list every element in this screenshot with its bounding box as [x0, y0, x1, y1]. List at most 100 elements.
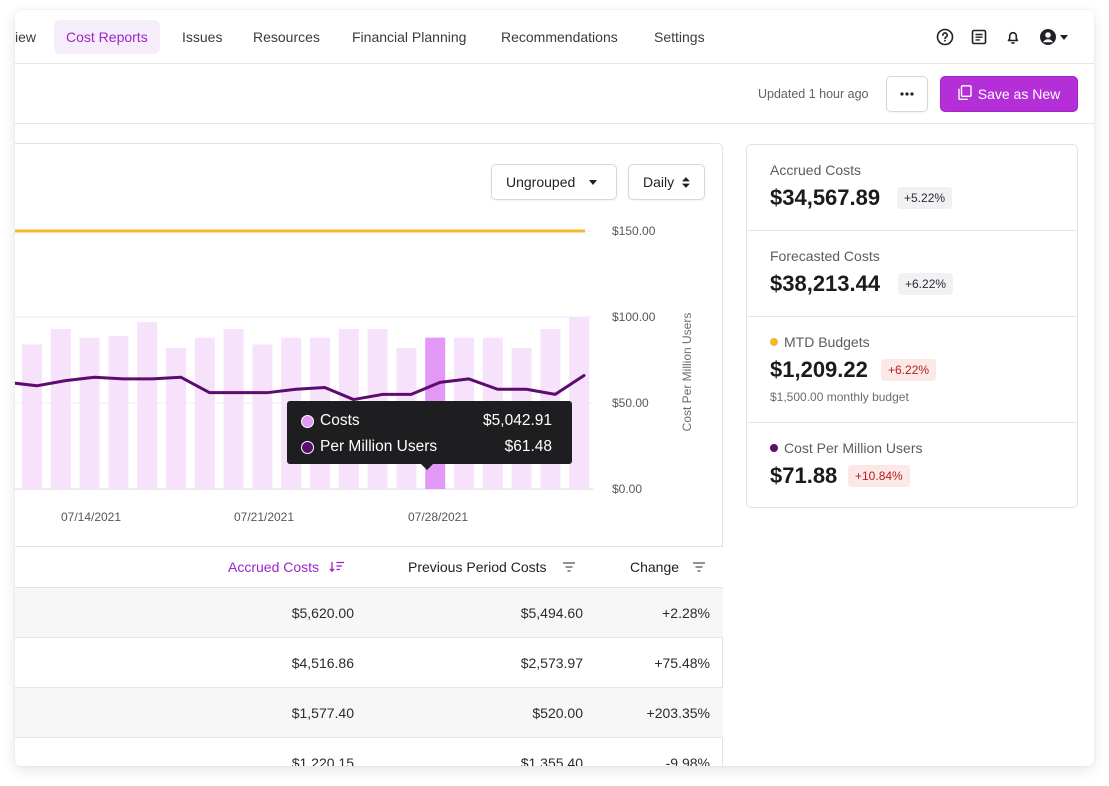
cost-bar: [137, 322, 158, 489]
chart-tooltip: Costs $5,042.91 Per Million Users $61.48: [287, 401, 572, 470]
caret-down-icon: [589, 179, 598, 185]
stat-label: MTD Budgets: [770, 334, 870, 350]
tooltip-row-per-million: Per Million Users $61.48: [301, 436, 552, 458]
tab-overview[interactable]: iew: [15, 29, 37, 45]
stat-cost-per-million-users: Cost Per Million Users $71.88 +10.84%: [747, 423, 1077, 507]
stat-value: $1,209.22: [770, 357, 868, 382]
more-options-button[interactable]: [886, 76, 928, 112]
y-axis-title: Cost Per Million Users: [680, 313, 694, 432]
app-window: iew Cost Reports Issues Resources Financ…: [15, 10, 1094, 766]
tab-resources[interactable]: Resources: [253, 29, 320, 45]
per-million-dot-icon: [770, 444, 778, 452]
cost-bar: [223, 329, 244, 489]
stat-forecasted-costs: Forecasted Costs $38,213.44 +6.22%: [747, 231, 1077, 317]
costs-swatch-icon: [301, 414, 314, 428]
save-as-new-button[interactable]: Save as New: [940, 76, 1078, 112]
table-row[interactable]: $1,220.15 $1,355.40 -9.98%: [15, 738, 723, 766]
tooltip-row-costs: Costs $5,042.91: [301, 410, 552, 432]
cell-change: -9.98%: [665, 755, 710, 766]
help-icon[interactable]: [934, 26, 956, 48]
user-menu[interactable]: [1036, 26, 1070, 48]
cost-bar: [252, 344, 273, 489]
stat-change-badge: +5.22%: [897, 187, 953, 209]
y-tick-label: $0.00: [612, 482, 642, 496]
tab-financial-planning[interactable]: Financial Planning: [352, 29, 467, 45]
grouping-select[interactable]: Ungrouped: [491, 164, 617, 200]
period-select[interactable]: Daily: [628, 164, 705, 200]
stat-change-badge: +6.22%: [881, 359, 937, 381]
cost-chart[interactable]: $150.00 $100.00 $50.00 $0.00 Cost Per Millio…: [15, 144, 722, 544]
header-label: Previous Period Costs: [408, 559, 547, 575]
header-previous-period-costs[interactable]: Previous Period Costs: [408, 559, 577, 575]
tab-cost-reports[interactable]: Cost Reports: [54, 20, 160, 54]
save-as-new-label: Save as New: [977, 86, 1061, 102]
cost-bar: [108, 335, 129, 489]
cost-bar: [50, 329, 71, 489]
cell-change: +75.48%: [654, 655, 710, 671]
cell-previous: $520.00: [532, 705, 583, 721]
x-tick-label: 07/14/2021: [61, 510, 121, 524]
header-change[interactable]: Change: [630, 559, 707, 575]
user-icon: [1039, 28, 1057, 46]
table-row[interactable]: $4,516.86 $2,573.97 +75.48%: [15, 638, 723, 688]
stat-accrued-costs: Accrued Costs $34,567.89 +5.22%: [747, 145, 1077, 231]
cell-change: +203.35%: [646, 705, 710, 721]
header-label: Change: [630, 559, 680, 575]
stat-change-badge: +10.84%: [848, 465, 910, 487]
cell-previous: $1,355.40: [520, 755, 583, 766]
x-tick-label: 07/21/2021: [234, 510, 294, 524]
filter-icon: [562, 562, 575, 572]
cost-bar: [166, 347, 186, 489]
stat-label: Cost Per Million Users: [770, 440, 922, 456]
stats-panel: Accrued Costs $34,567.89 +5.22% Forecast…: [746, 144, 1078, 508]
stat-value: $71.88: [770, 463, 838, 488]
table-header: Accrued Costs Previous Period Costs Chan…: [15, 546, 723, 588]
cost-bar: [569, 317, 590, 489]
period-select-label: Daily: [643, 174, 675, 190]
cell-accrued: $1,220.15: [291, 755, 354, 766]
stat-label: Forecasted Costs: [770, 248, 880, 264]
stat-mtd-budgets: MTD Budgets $1,209.22 +6.22% $1,500.00 m…: [747, 317, 1077, 423]
y-tick-label: $50.00: [612, 396, 649, 410]
cell-previous: $2,573.97: [520, 655, 583, 671]
docs-icon[interactable]: [968, 26, 990, 48]
filter-icon: [693, 562, 706, 572]
header-accrued-costs[interactable]: Accrued Costs: [228, 559, 345, 575]
stat-label: Accrued Costs: [770, 162, 862, 178]
table-row[interactable]: $5,620.00 $5,494.60 +2.28%: [15, 588, 723, 638]
tooltip-value: $5,042.91: [483, 412, 552, 429]
tooltip-label: Costs: [320, 412, 360, 429]
stat-change-badge: +6.22%: [898, 273, 954, 295]
sort-desc-icon: [329, 561, 345, 573]
grouping-select-label: Ungrouped: [506, 174, 576, 190]
tooltip-value: $61.48: [504, 438, 552, 455]
cell-previous: $5,494.60: [520, 605, 583, 621]
y-tick-label: $150.00: [612, 224, 656, 238]
copy-icon: [958, 85, 972, 103]
caret-down-icon: [1059, 34, 1068, 40]
cost-bar: [79, 337, 100, 489]
y-tick-label: $100.00: [612, 310, 656, 324]
header-label: Accrued Costs: [228, 559, 320, 575]
cell-accrued: $1,577.40: [291, 705, 354, 721]
cell-accrued: $5,620.00: [291, 605, 354, 621]
stat-value: $38,213.44: [770, 271, 881, 296]
chart-panel: Ungrouped Daily $150.00 $100.00 $50.00 $0.0…: [15, 143, 723, 766]
cell-accrued: $4,516.86: [291, 655, 354, 671]
table-row[interactable]: $1,577.40 $520.00 +203.35%: [15, 688, 723, 738]
stat-value: $34,567.89: [770, 185, 881, 210]
sort-updown-icon: [682, 176, 690, 188]
tab-issues[interactable]: Issues: [182, 29, 223, 45]
budget-dot-icon: [770, 338, 778, 346]
report-toolbar: Updated 1 hour ago Save as New: [15, 64, 1094, 124]
cost-bar: [194, 337, 215, 489]
tooltip-label: Per Million Users: [320, 438, 438, 455]
tab-settings[interactable]: Settings: [654, 29, 705, 45]
cell-change: +2.28%: [662, 605, 710, 621]
per-million-swatch-icon: [301, 440, 314, 454]
tab-recommendations[interactable]: Recommendations: [501, 29, 618, 45]
updated-timestamp: Updated 1 hour ago: [758, 87, 869, 101]
cost-bar: [22, 344, 42, 489]
x-tick-label: 07/28/2021: [408, 510, 468, 524]
bell-icon[interactable]: [1002, 26, 1024, 48]
